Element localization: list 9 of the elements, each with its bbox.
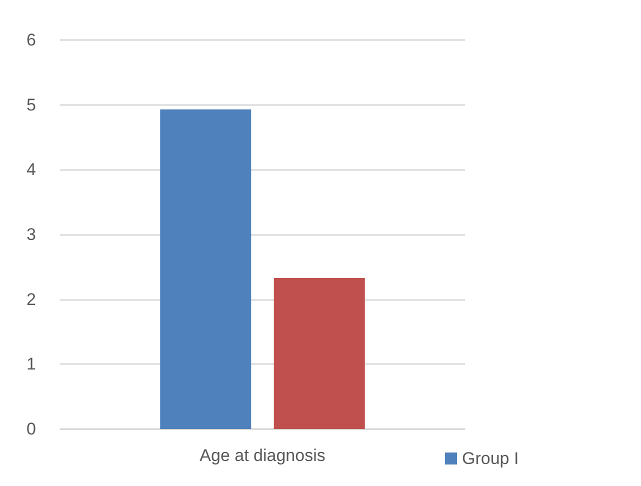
x-tick-label: Age at diagnosis: [200, 446, 326, 465]
y-tick-label: 3: [26, 225, 36, 244]
y-tick-label: 2: [26, 290, 36, 309]
y-tick-label: 5: [26, 95, 36, 114]
y-tick-label: 4: [26, 160, 36, 180]
y-tick-label: 6: [26, 30, 36, 50]
y-tick-label: 0: [26, 420, 36, 438]
legend-label: Group I: [462, 449, 519, 468]
y-tick-label: 1: [26, 354, 36, 374]
